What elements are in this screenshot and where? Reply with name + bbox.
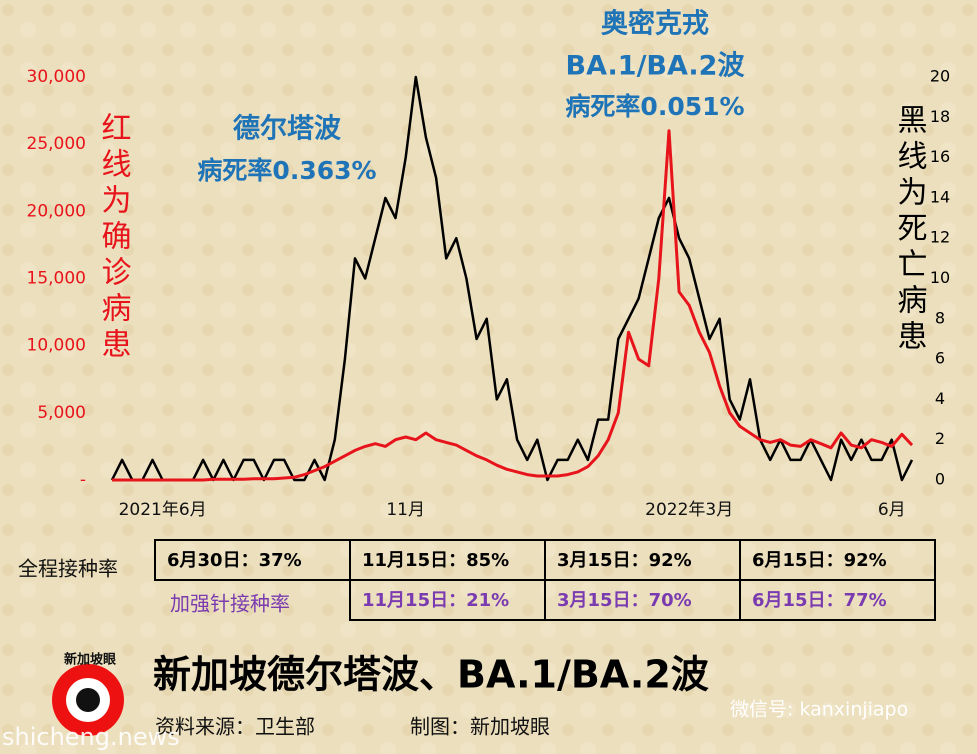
annotation: 病死率0.363% xyxy=(197,156,376,185)
y2-tick-label: 16 xyxy=(930,147,950,166)
y-tick-label: 20,000 xyxy=(27,201,86,221)
table-cell: 3月15日：70% xyxy=(557,590,692,611)
x-tick-label: 11月 xyxy=(386,500,425,520)
y2-tick-label: 18 xyxy=(930,107,950,126)
annotation: 德尔塔波 xyxy=(233,114,342,145)
table-cell: 6月30日：37% xyxy=(167,550,302,571)
table-cell: 6月15日：77% xyxy=(752,590,887,611)
y2-tick-label: 14 xyxy=(930,187,950,206)
y2-tick-label: 4 xyxy=(935,389,945,408)
credit: 制图：新加坡眼 xyxy=(410,715,550,739)
series-line xyxy=(112,129,914,482)
y2-axis-label: 黑线为死亡病患 xyxy=(892,104,927,356)
y2-tick-label: 0 xyxy=(935,470,945,489)
annotation: 病死率0.051% xyxy=(565,92,744,121)
y2-tick-label: 6 xyxy=(935,349,945,368)
watermark: 微信号: kanxinjiapo xyxy=(730,699,908,721)
logo xyxy=(76,688,100,712)
y2-tick-label: 12 xyxy=(930,228,950,247)
y2-tick-label: 8 xyxy=(935,308,945,327)
logo-text: 新加坡眼 xyxy=(64,652,117,668)
chart-title: 新加坡德尔塔波、BA.1/BA.2波 xyxy=(153,653,709,697)
y-tick-label: - xyxy=(80,470,86,490)
annotation: 奥密克戎 xyxy=(601,8,709,40)
x-tick-label: 6月 xyxy=(878,500,906,520)
x-tick-label: 2021年6月 xyxy=(119,500,207,520)
y-tick-label: 30,000 xyxy=(27,67,86,87)
x-tick-label: 2022年3月 xyxy=(645,500,733,520)
table-cell: 6月15日：92% xyxy=(752,550,887,571)
table-cell: 3月15日：92% xyxy=(557,550,692,571)
source: 资料来源：卫生部 xyxy=(155,715,315,739)
row-label: 加强针接种率 xyxy=(170,592,290,616)
table-cell: 11月15日：21% xyxy=(362,590,509,611)
table-cell: 11月15日：85% xyxy=(362,550,509,571)
y-axis-label: 红线为确诊病患 xyxy=(96,112,131,364)
y-tick-label: 10,000 xyxy=(27,336,86,356)
series-line xyxy=(110,75,914,482)
y2-tick-label: 2 xyxy=(935,429,945,448)
y2-tick-label: 20 xyxy=(930,67,950,86)
row-label: 全程接种率 xyxy=(18,557,118,581)
annotation: BA.1/BA.2波 xyxy=(566,51,746,82)
watermark: shicheng.news xyxy=(2,723,180,751)
y-tick-label: 5,000 xyxy=(37,403,86,423)
y2-tick-label: 10 xyxy=(930,268,950,287)
y-tick-label: 15,000 xyxy=(27,269,86,289)
y-tick-label: 25,000 xyxy=(27,134,86,154)
